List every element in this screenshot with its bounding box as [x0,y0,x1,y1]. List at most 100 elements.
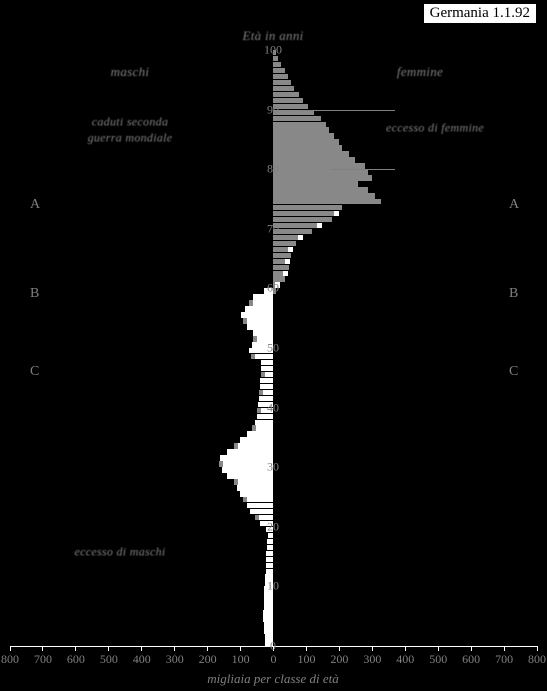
male-excess-bar [247,431,273,436]
male-excess-bar [260,378,273,383]
x-tick-mark [75,646,76,651]
y-tick: 80 [267,162,279,177]
x-tick: 100 [297,652,315,667]
male-excess-bar [255,420,273,425]
letter-left-A: A [30,197,40,213]
female-excess-bar [273,62,281,67]
male-excess-bar [247,324,273,329]
x-tick-mark [537,646,538,651]
female-tip [288,247,293,252]
x-tick-mark [438,646,439,651]
female-excess-bar [273,127,329,132]
x-tick: 200 [330,652,348,667]
male-excess-speck [234,443,238,448]
female-excess-bar [273,241,296,246]
male-excess-bar [240,491,273,496]
female-excess-bar [273,92,299,97]
x-tick-mark [405,646,406,651]
y-tick: 20 [267,519,279,534]
femaleTitle: femmine [397,64,443,80]
x-tick-mark [141,646,142,651]
male-excess-bar [266,563,273,568]
female-excess-bar [273,157,355,162]
male-excess-bar [234,443,273,448]
female-excess-bar [273,175,372,180]
male-excess-bar [243,497,273,502]
x-tick: 600 [67,652,85,667]
male-excess-bar [264,628,273,633]
x-tick: 400 [133,652,151,667]
female-excess-bar [273,145,342,150]
male-excess-speck [243,318,247,323]
x-tick: 800 [1,652,19,667]
female-excess-bar [273,86,294,91]
male-excess-bar [266,569,273,574]
annot-line-1 [330,169,395,170]
x-tick-mark [108,646,109,651]
x-tick-mark [174,646,175,651]
female-excess-bar [273,223,322,228]
female-excess-bar [273,205,342,210]
male-excess-bar [264,598,273,603]
y-tick: 90 [267,102,279,117]
male-excess-speck [234,479,238,484]
x-tick: 600 [462,652,480,667]
female-excess-bar [273,68,285,73]
female-excess-bar [273,211,339,216]
x-tick: 800 [528,652,546,667]
x-tick: 100 [232,652,250,667]
female-excess-bar [273,151,349,156]
note1b: guerra mondiale [88,131,173,146]
y-tick: 60 [267,281,279,296]
annot-line-0 [300,110,395,111]
female-tip [334,211,339,216]
x-axis-title: migliaia per classe di età [207,671,338,687]
x-tick: 0 [271,652,277,667]
female-excess-bar [273,187,368,192]
female-tip [298,235,303,240]
x-tick: 700 [34,652,52,667]
x-tick-mark [471,646,472,651]
male-excess-bar [243,318,273,323]
female-excess-bar [273,265,289,270]
male-excess-bar [227,449,273,454]
y-tick: 50 [267,341,279,356]
male-excess-bar [222,467,273,472]
x-tick-mark [372,646,373,651]
male-excess-speck [251,354,255,359]
male-excess-bar [260,384,273,389]
female-tip [285,259,290,264]
female-excess-bar [273,163,365,168]
male-excess-bar [250,509,273,514]
male-excess-bar [219,461,273,466]
male-excess-speck [259,390,263,395]
male-excess-bar [245,306,273,311]
x-tick-mark [42,646,43,651]
male-excess-bar [247,503,273,508]
x-tick: 500 [429,652,447,667]
female-excess-bar [273,193,375,198]
female-excess-bar [273,217,332,222]
x-tick-mark [504,646,505,651]
x-tick-mark [306,646,307,651]
letter-right-A: A [509,197,519,213]
male-excess-bar [263,616,273,621]
title-box: Germania 1.1.92 [423,3,537,24]
y-tick: 40 [267,400,279,415]
male-excess-bar [266,551,273,556]
note1a: caduti seconda [92,115,169,130]
letter-right-B: B [509,286,518,302]
x-tick-mark [339,646,340,651]
male-excess-bar [241,312,273,317]
male-excess-bar [263,610,273,615]
female-excess-bar [273,116,321,121]
male-excess-bar [240,437,273,442]
male-excess-bar [234,479,273,484]
y-tick: 70 [267,221,279,236]
female-excess-bar [273,122,326,127]
maleTitle: maschi [111,64,150,80]
x-tick-mark [10,646,11,651]
x-tick: 300 [166,652,184,667]
male-excess-speck [261,372,265,377]
x-tick: 200 [199,652,217,667]
